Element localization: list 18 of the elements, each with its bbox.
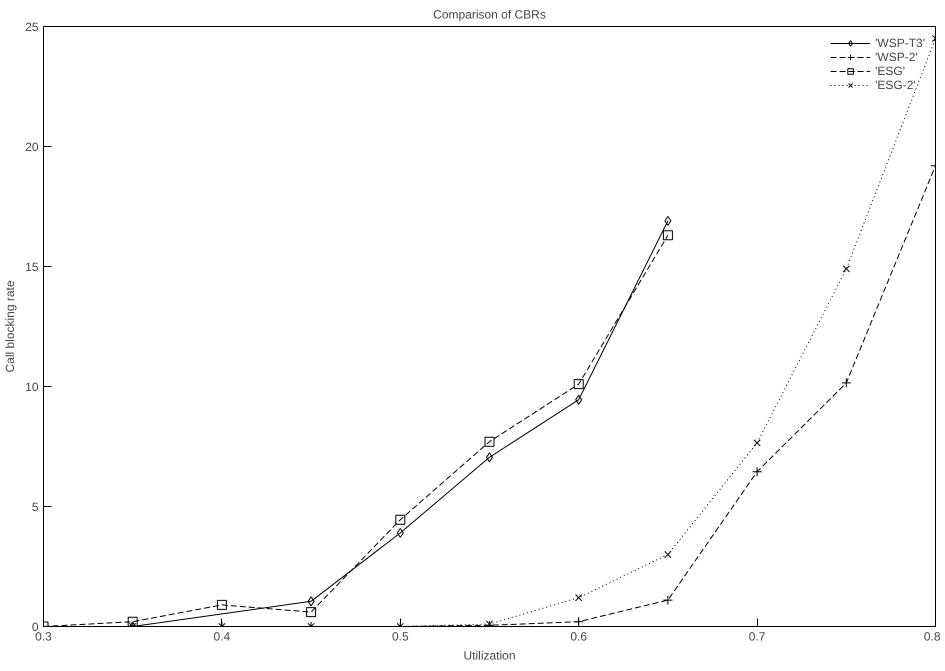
x-tick-label: 0.5: [392, 630, 409, 644]
chart-title: Comparison of CBRs: [433, 8, 546, 22]
x-axis-title: Utilization: [463, 648, 516, 662]
y-tick-label: 25: [25, 20, 39, 34]
y-tick-label: 15: [25, 260, 39, 274]
x-tick-label: 0.7: [748, 630, 766, 644]
legend-label: 'ESG': [875, 64, 906, 78]
y-tick-label: 20: [25, 140, 39, 154]
x-tick-label: 0.6: [570, 630, 588, 644]
x-tick-label: 0.8: [924, 630, 941, 644]
legend-label: 'WSP-2': [875, 50, 918, 64]
x-tick-label: 0.3: [35, 630, 52, 644]
y-axis-title: Call blocking rate: [3, 280, 18, 373]
y-tick-label: 10: [25, 380, 39, 394]
x-tick-label: 0.4: [214, 630, 231, 644]
legend-label: 'ESG-2': [875, 78, 916, 92]
y-tick-label: 5: [32, 500, 39, 514]
legend-label: 'WSP-T3': [875, 36, 925, 50]
